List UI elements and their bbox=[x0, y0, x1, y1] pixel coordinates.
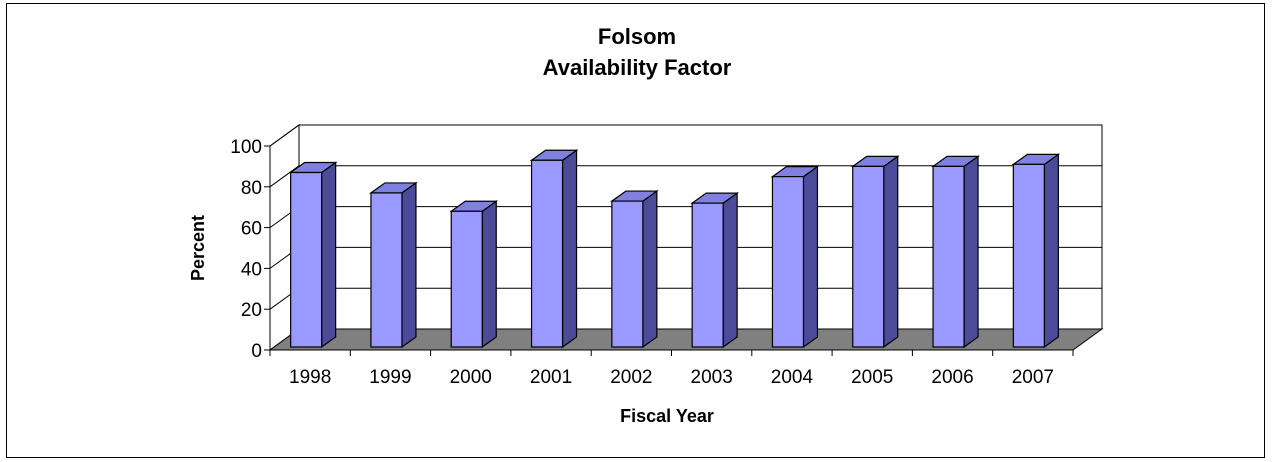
x-tick-label: 2007 bbox=[1012, 367, 1054, 388]
bar bbox=[288, 161, 338, 349]
bar bbox=[1011, 153, 1061, 349]
x-tick-label: 2003 bbox=[691, 367, 733, 388]
bar-series bbox=[288, 149, 1061, 349]
bar-front bbox=[530, 159, 564, 348]
x-tick-label: 2005 bbox=[851, 367, 893, 388]
bar bbox=[850, 155, 900, 349]
bar-side bbox=[963, 155, 979, 349]
bar-side bbox=[642, 189, 658, 349]
bar bbox=[529, 149, 579, 349]
bar bbox=[931, 155, 980, 349]
bar-front bbox=[450, 210, 483, 348]
gridline bbox=[269, 124, 1102, 147]
bar bbox=[690, 191, 740, 349]
x-tick-label: 2000 bbox=[450, 367, 492, 388]
x-tick-label: 2001 bbox=[530, 367, 572, 388]
y-tick-label: 100 bbox=[230, 137, 262, 158]
y-axis-title: Percent bbox=[188, 215, 208, 281]
x-tick-label: 1998 bbox=[289, 367, 331, 388]
bar bbox=[449, 200, 499, 349]
y-tick-label: 40 bbox=[241, 259, 262, 280]
bar-front bbox=[290, 171, 323, 348]
x-axis: 1998 1999 2000 2001 2002 2003 2004 2005 2006 2007 bbox=[269, 349, 1074, 388]
bar-front bbox=[932, 165, 965, 348]
bar-side bbox=[883, 155, 899, 349]
bar-side bbox=[481, 200, 497, 349]
bar-side bbox=[802, 165, 819, 349]
bar bbox=[770, 165, 820, 349]
bar-front bbox=[611, 200, 644, 348]
y-tick-label: 60 bbox=[241, 219, 262, 240]
y-tick-label: 20 bbox=[241, 300, 262, 321]
bar-side bbox=[561, 149, 578, 349]
bar-side bbox=[401, 181, 417, 349]
y-axis: 0 20 40 60 80 100 bbox=[230, 137, 271, 362]
gridline bbox=[269, 165, 1102, 188]
chart-title: Folsom bbox=[598, 24, 676, 49]
bar-side bbox=[1043, 153, 1059, 349]
bar-front bbox=[852, 165, 885, 348]
bar-front bbox=[1012, 163, 1045, 348]
bar-front bbox=[691, 202, 724, 348]
x-tick-label: 2004 bbox=[771, 367, 814, 388]
bar-side bbox=[321, 161, 337, 349]
x-tick-label: 1999 bbox=[369, 367, 411, 388]
y-tick-label: 0 bbox=[251, 341, 262, 362]
bar bbox=[369, 181, 418, 349]
bar-side bbox=[722, 191, 738, 349]
x-tick-label: 2002 bbox=[610, 367, 652, 388]
bar-front bbox=[370, 192, 403, 348]
x-axis-title: Fiscal Year bbox=[620, 406, 714, 426]
y-tick-label: 80 bbox=[241, 178, 262, 199]
x-tick-label: 2006 bbox=[931, 367, 973, 388]
chart-subtitle: Availability Factor bbox=[543, 55, 732, 80]
bar bbox=[609, 189, 659, 349]
bar-front bbox=[771, 176, 805, 348]
